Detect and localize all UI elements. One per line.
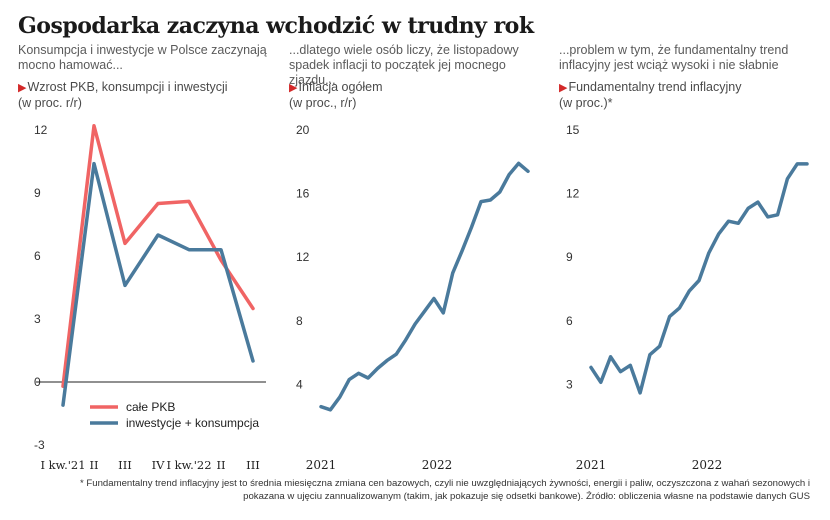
page-title: Gospodarka zaczyna wchodzić w trudny rok [18, 13, 534, 39]
chart2-series-line [319, 161, 530, 412]
chart2-ytick-label: 12 [296, 250, 310, 264]
chart1-ytick-label: 12 [34, 123, 48, 137]
chart3-xtick-label: 2021 [576, 458, 607, 472]
chart1-series-line-2 [61, 161, 255, 407]
chart1-category-label: II [216, 458, 225, 472]
chart1-title: Wzrost PKB, konsumpcji i inwestycji [27, 80, 228, 94]
chart3-ytick-label: 6 [566, 314, 573, 328]
triangle-marker-icon: ▶ [559, 82, 568, 94]
chart2-title: Inflacja ogółem [298, 80, 383, 94]
chart1-legend-label: całe PKB [126, 400, 175, 414]
chart3-unit: (w proc.)* [559, 96, 613, 110]
chart1-ytick-label: 6 [34, 249, 41, 263]
chart3-ytick-label: 12 [566, 187, 580, 201]
chart2-ytick-label: 4 [296, 377, 303, 391]
chart1-ytick-label: 9 [34, 186, 41, 200]
chart3-ytick-label: 9 [566, 250, 573, 264]
chart1-category-label: IV [152, 458, 166, 472]
chart1-category-label: I kw.'22 [166, 458, 211, 472]
chart3-label: ▶Fundamentalny trend inflacyjny (w proc.… [559, 80, 819, 111]
chart2-xtick-label: 2021 [306, 458, 337, 472]
chart3-ytick-label: 15 [566, 123, 580, 137]
chart3-description: ...problem w tym, że fundamentalny trend… [559, 43, 789, 72]
chart2-unit: (w proc., r/r) [289, 96, 357, 110]
chart2-xtick-label: 2022 [422, 458, 453, 472]
chart3-xtick-label: 2022 [692, 458, 723, 472]
triangle-marker-icon: ▶ [289, 82, 298, 94]
chart2-ytick-label: 16 [296, 187, 310, 201]
chart2-label: ▶Inflacja ogółem (w proc., r/r) [289, 80, 549, 111]
chart1-category-label: III [246, 458, 260, 472]
chart1-category-label: II [89, 458, 98, 472]
chart1-description: Konsumpcja i inwestycje w Polsce zaczyna… [18, 43, 267, 72]
chart1-ytick-label: 3 [34, 312, 41, 326]
chart1-label: ▶Wzrost PKB, konsumpcji i inwestycji (w … [18, 80, 278, 111]
chart2-description: ...dlatego wiele osób liczy, że listopad… [289, 43, 519, 87]
chart1-category-label: I kw.'21 [40, 458, 85, 472]
chart2-ytick-label: 8 [296, 314, 303, 328]
chart3-title: Fundamentalny trend inflacyjny [568, 80, 742, 94]
chart2-ytick-label: 20 [296, 123, 310, 137]
chart1-unit: (w proc. r/r) [18, 96, 82, 110]
chart3-series-line [589, 162, 809, 395]
chart3-ytick-label: 3 [566, 377, 573, 391]
chart1-series-line-1 [61, 124, 255, 388]
triangle-marker-icon: ▶ [18, 82, 27, 94]
chart1-ytick-label: -3 [34, 438, 45, 452]
chart1-legend-label: inwestycje + konsumpcja [126, 416, 259, 430]
chart1-category-label: III [118, 458, 132, 472]
footnote: * Fundamentalny trend inflacyjny jest to… [79, 478, 810, 502]
